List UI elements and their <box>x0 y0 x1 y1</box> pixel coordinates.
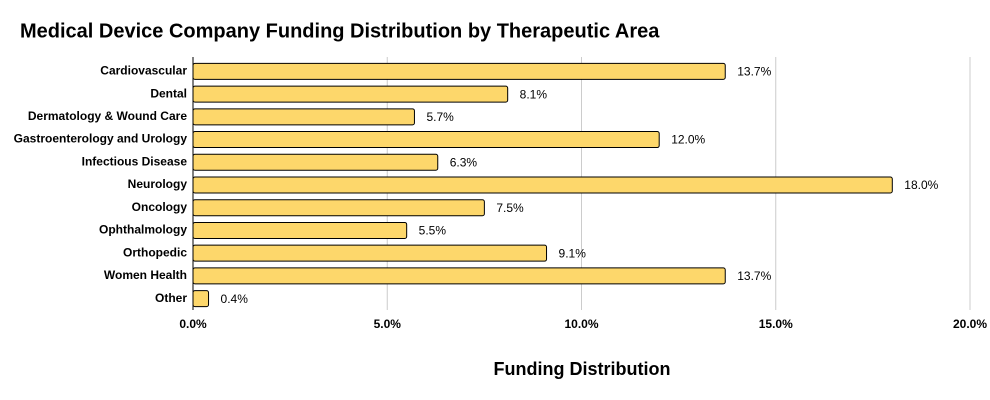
y-tick-label: Dermatology & Wound Care <box>28 109 187 123</box>
bar <box>192 221 408 239</box>
bar <box>192 290 210 308</box>
value-label: 18.0% <box>904 178 938 192</box>
x-tick-label: 0.0% <box>179 317 207 331</box>
x-tick-label: 5.0% <box>374 317 402 331</box>
bar <box>192 244 548 262</box>
value-label: 13.7% <box>737 269 771 283</box>
bar <box>192 62 726 80</box>
y-tick-label: Cardiovascular <box>100 64 187 78</box>
y-tick-label: Other <box>155 291 187 305</box>
bar <box>192 85 509 103</box>
value-label: 6.3% <box>450 155 478 169</box>
value-label: 12.0% <box>671 133 705 147</box>
y-tick-label: Ophthalmology <box>99 223 187 237</box>
bar <box>192 267 726 285</box>
y-tick-label: Women Health <box>104 268 187 282</box>
y-tick-label: Oncology <box>132 200 188 214</box>
bar <box>192 153 439 171</box>
value-label: 0.4% <box>221 292 249 306</box>
bar <box>192 176 893 194</box>
x-tick-label: 15.0% <box>759 317 793 331</box>
y-tick-label: Neurology <box>128 177 188 191</box>
bar <box>192 131 660 149</box>
value-label: 9.1% <box>559 246 587 260</box>
bar <box>192 199 485 217</box>
value-label: 7.5% <box>496 201 524 215</box>
chart-title: Medical Device Company Funding Distribut… <box>20 20 660 42</box>
y-tick-label: Gastroenterology and Urology <box>14 132 188 146</box>
x-tick-label: 10.0% <box>564 317 598 331</box>
y-tick-label: Infectious Disease <box>82 154 188 168</box>
y-tick-label: Orthopedic <box>123 245 187 259</box>
value-label: 8.1% <box>520 87 548 101</box>
value-label: 5.7% <box>426 110 454 124</box>
y-tick-label: Dental <box>150 86 187 100</box>
bar <box>192 108 415 126</box>
value-label: 13.7% <box>737 65 771 79</box>
x-axis-title: Funding Distribution <box>494 359 671 379</box>
x-tick-label: 20.0% <box>953 317 987 331</box>
value-label: 5.5% <box>419 224 447 238</box>
